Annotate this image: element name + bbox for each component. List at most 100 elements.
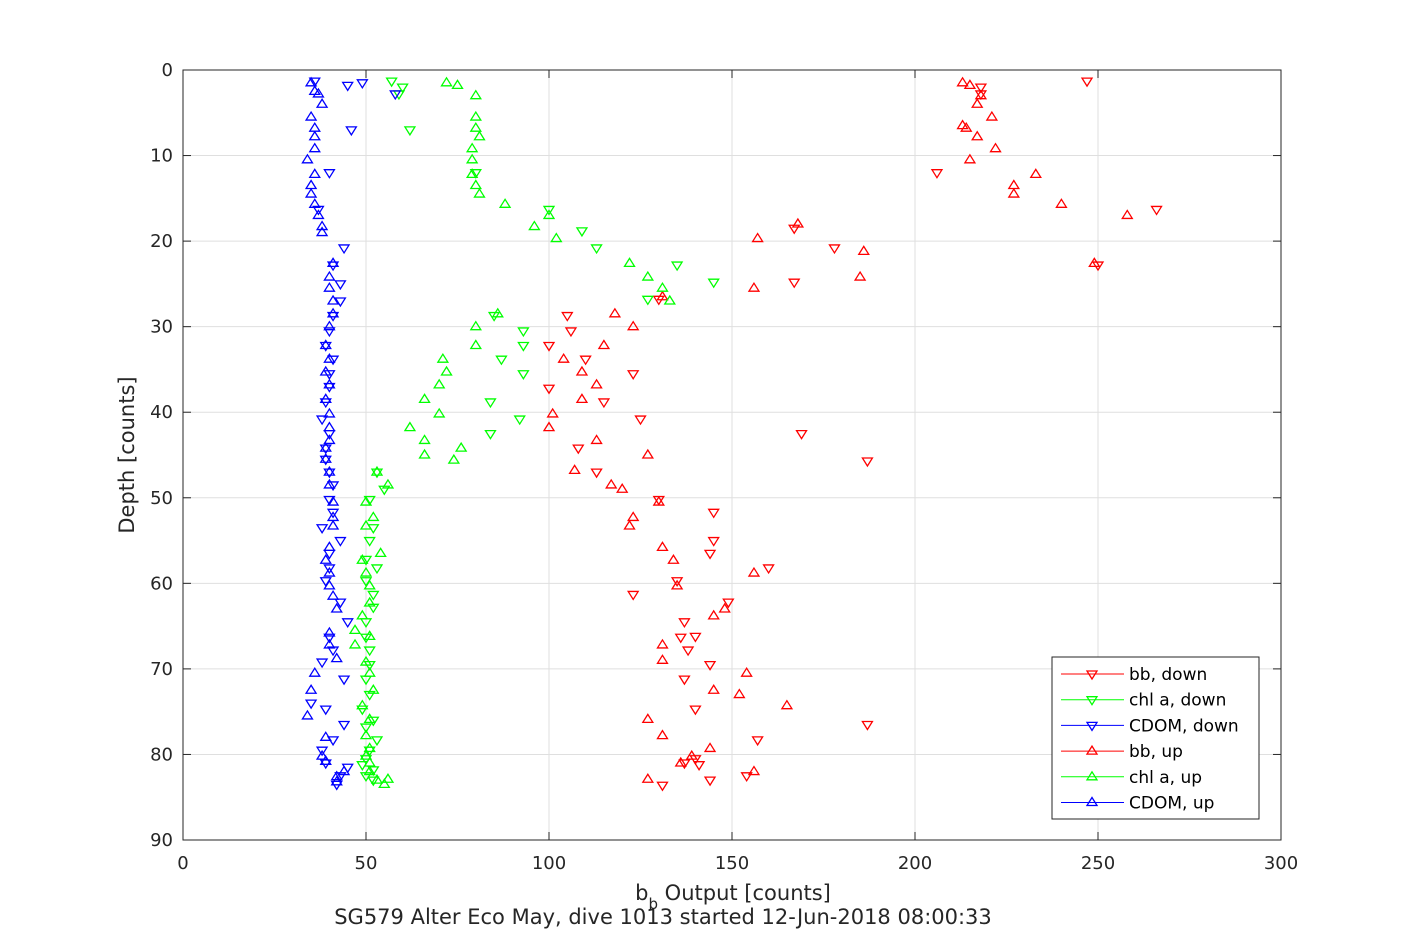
- data-point: [590, 434, 603, 445]
- data-point: [367, 684, 380, 694]
- legend-label: bb, up: [1129, 742, 1183, 762]
- x-tick-label: 100: [532, 853, 566, 874]
- data-point: [627, 320, 640, 331]
- data-point: [707, 278, 720, 289]
- data-point: [323, 564, 336, 575]
- data-point: [348, 624, 362, 635]
- data-point: [363, 495, 376, 506]
- data-point: [315, 524, 329, 534]
- data-point: [330, 775, 343, 786]
- data-point: [484, 429, 497, 440]
- data-point: [304, 76, 318, 87]
- axis-ticks: 0 50 100 150 200 250 300 0 10 20 30 40 50 60 70 80 90: [150, 60, 1298, 874]
- data-point: [703, 660, 717, 671]
- data-point: [747, 765, 761, 776]
- data-point: [473, 130, 486, 141]
- data-point: [751, 736, 764, 747]
- data-point: [319, 705, 332, 716]
- data-point: [374, 547, 387, 558]
- data-point: [616, 482, 629, 493]
- data-point: [440, 365, 453, 376]
- data-point: [469, 110, 482, 121]
- data-point: [363, 630, 376, 641]
- data-point: [678, 675, 691, 686]
- data-point: [319, 441, 332, 452]
- data-point: [301, 153, 314, 164]
- data-point: [418, 434, 431, 445]
- data-point: [627, 590, 640, 601]
- data-point: [974, 89, 988, 100]
- y-tick-label: 70: [150, 659, 173, 680]
- y-axis-label: Depth [counts]: [115, 376, 139, 533]
- data-point: [561, 311, 574, 322]
- data-point: [963, 79, 977, 90]
- legend-marker: [1085, 770, 1099, 781]
- data-point: [469, 179, 482, 190]
- data-point: [692, 761, 706, 771]
- data-point: [791, 217, 805, 228]
- data-point: [963, 153, 977, 164]
- data-point: [930, 169, 944, 179]
- y-tick-label: 0: [162, 60, 173, 81]
- data-point: [747, 566, 761, 577]
- y-tick-label: 90: [150, 830, 173, 851]
- data-point: [678, 759, 691, 770]
- data-point: [634, 415, 647, 426]
- data-point: [740, 666, 753, 677]
- data-point: [1029, 168, 1042, 179]
- data-point: [319, 554, 332, 564]
- data-point: [747, 281, 761, 292]
- data-point: [656, 281, 669, 292]
- data-point: [465, 153, 479, 164]
- data-point: [605, 478, 618, 489]
- data-point: [367, 766, 380, 777]
- data-point: [370, 564, 384, 575]
- data-point: [689, 705, 702, 716]
- data-point: [517, 341, 530, 352]
- data-point: [359, 749, 373, 760]
- data-point: [623, 519, 636, 530]
- data-point: [323, 421, 336, 432]
- series-4: [348, 76, 676, 789]
- data-point: [363, 646, 376, 657]
- data-point: [359, 729, 373, 740]
- data-point: [597, 339, 611, 350]
- data-point: [641, 713, 654, 724]
- data-point: [326, 294, 340, 305]
- data-point: [861, 720, 874, 731]
- data-point: [334, 536, 347, 547]
- y-tick-label: 30: [150, 317, 173, 338]
- data-point: [359, 633, 373, 644]
- data-point: [337, 765, 351, 776]
- data-point: [323, 378, 336, 389]
- data-point: [740, 772, 753, 783]
- data-point: [674, 756, 687, 767]
- data-point: [542, 421, 556, 432]
- data-point: [323, 407, 336, 418]
- legend-marker: [1085, 796, 1099, 807]
- data-point: [542, 205, 556, 216]
- data-point: [345, 126, 358, 137]
- data-point: [315, 749, 329, 760]
- data-point: [1055, 198, 1068, 208]
- data-point: [323, 281, 336, 292]
- x-tick-label: 0: [177, 853, 188, 874]
- data-point: [670, 577, 684, 587]
- data-point: [323, 320, 336, 331]
- y-tick-label: 20: [150, 231, 173, 252]
- data-point: [304, 110, 318, 121]
- data-point: [323, 327, 336, 338]
- data-point: [326, 355, 340, 366]
- data-point: [323, 579, 336, 590]
- data-point: [337, 675, 351, 686]
- data-point: [356, 699, 369, 710]
- data-point: [359, 555, 373, 566]
- data-point: [447, 453, 461, 464]
- data-point: [656, 781, 669, 792]
- data-point: [557, 352, 570, 363]
- data-point: [703, 549, 717, 560]
- legend-marker: [1085, 744, 1099, 755]
- data-point: [853, 270, 867, 281]
- data-point: [312, 205, 325, 216]
- data-point: [707, 684, 720, 694]
